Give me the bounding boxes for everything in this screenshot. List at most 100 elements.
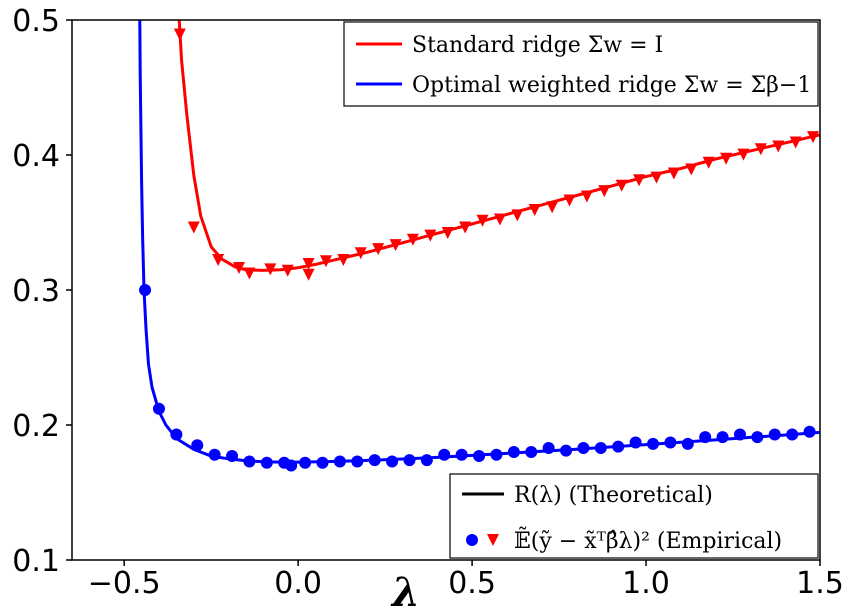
empirical-point [403,454,416,467]
empirical-point [546,201,559,214]
empirical-point [438,448,451,461]
empirical-point [441,226,454,239]
empirical-point [786,428,799,441]
empirical-point [260,456,273,469]
legend-empirical-label: 𝔼̃(ỹ − x̃ᵀβ̂λ)² (Empirical) [514,525,782,554]
x-tick-label: 0.0 [274,566,322,601]
x-tick-label: 1.5 [796,566,844,601]
empirical-point [702,156,715,169]
legend-theoretical-label: R(λ) (Theoretical) [514,483,713,508]
empirical-point [493,213,506,226]
empirical-point [560,444,573,457]
empirical-point [563,194,576,207]
empirical-point [319,255,332,268]
empirical-point [577,441,590,454]
y-tick-label: 0.2 [12,409,60,444]
empirical-point [191,439,204,452]
legend-bottom-frame [449,473,819,559]
empirical-point [803,425,816,438]
empirical-point [354,247,367,260]
y-tick-label: 0.3 [12,274,60,309]
empirical-point [647,437,660,450]
empirical-point [542,441,555,454]
legend-standard-ridge-label: Standard ridge Σw = I [412,33,663,58]
empirical-point [685,163,698,176]
empirical-point [476,214,489,227]
x-tick-label: −0.5 [88,566,161,601]
empirical-point [681,437,694,450]
empirical-point [455,448,468,461]
empirical-point [299,456,312,469]
empirical-point [208,448,221,461]
empirical-point [302,258,315,270]
legend-bottom: R(λ) (Theoretical) 𝔼̃(ỹ − x̃ᵀβ̂λ)² (Empi… [449,473,819,559]
empirical-point [302,268,315,281]
empirical-point [386,455,399,468]
empirical-point [152,402,165,415]
empirical-point [772,140,785,153]
empirical-point [716,431,729,444]
empirical-point [699,431,712,444]
y-tick-label: 0.4 [12,139,60,174]
empirical-point [333,455,346,468]
empirical-point [337,253,350,266]
series-0 [173,20,820,281]
empirical-point [243,267,256,280]
empirical-point [351,455,364,468]
empirical-point [490,448,503,461]
empirical-point [789,136,802,149]
empirical-point [473,450,486,463]
empirical-point [173,28,186,41]
empirical-point [612,440,625,453]
empirical-point [459,221,472,234]
legend-top-frame [343,21,819,107]
empirical-point [807,131,820,144]
empirical-point [580,190,593,203]
series-layer [138,20,820,472]
empirical-point [733,428,746,441]
empirical-point [511,209,524,222]
series-theory-line [177,20,820,272]
empirical-point [633,174,646,187]
empirical-point [285,459,298,472]
empirical-point [528,204,541,216]
y-tick-label: 0.5 [12,4,60,39]
empirical-point [751,431,764,444]
empirical-point [232,262,245,275]
y-tick-label: 0.1 [12,544,60,579]
empirical-point [243,455,256,468]
empirical-point [594,441,607,454]
empirical-point [420,454,433,467]
legend-optimal-ridge-label: Optimal weighted ridge Σw = Σβ−1 [412,73,811,98]
empirical-point [768,428,781,441]
x-axis-label: λ [390,569,420,610]
empirical-point [316,456,329,469]
ticks-layer: −0.5 0.0 0.5 1.0 1.5 0.1 0.2 0.3 0.4 0.5 [12,4,844,601]
legend-empirical-circle-marker [466,534,478,546]
empirical-point [139,284,152,296]
series-1 [138,20,820,472]
empirical-point [212,253,225,266]
empirical-point [737,148,750,161]
empirical-point [525,446,538,458]
empirical-point [667,167,680,180]
empirical-point [598,185,611,198]
empirical-point [720,152,733,165]
empirical-point [389,239,402,252]
legend-empirical-triangle-marker [487,534,499,546]
empirical-point [368,454,381,467]
empirical-point [424,229,437,242]
empirical-point [281,264,294,277]
empirical-point [615,179,628,192]
empirical-point [754,143,767,156]
x-tick-label: 0.5 [448,566,496,601]
empirical-point [507,446,520,458]
empirical-point [226,450,239,463]
empirical-point [187,221,200,234]
empirical-point [650,171,663,184]
empirical-point [664,436,677,449]
empirical-point [372,243,385,256]
empirical-point [264,263,277,276]
legend-top: Standard ridge Σw = I Optimal weighted r… [343,21,819,107]
